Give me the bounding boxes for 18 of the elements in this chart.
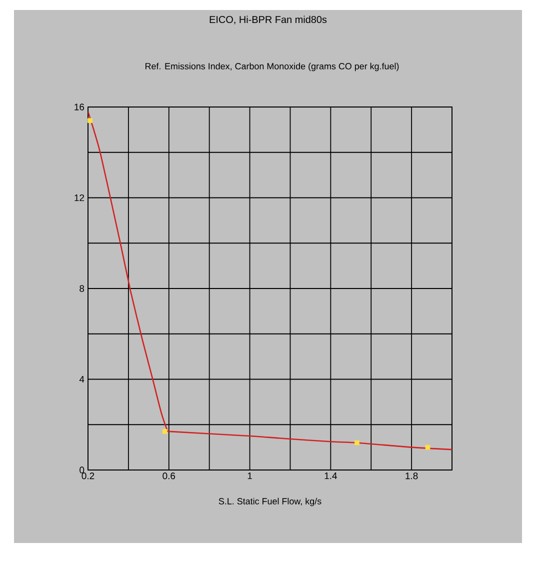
point bbox=[354, 440, 360, 446]
x-tick-label: 1 bbox=[248, 472, 252, 480]
chart-subtitle: Ref. Emissions Index, Carbon Monoxide (grams CO per kg.fuel) bbox=[145, 62, 399, 72]
point bbox=[425, 444, 430, 450]
chart-title: EICO, Hi-BPR Fan mid80s bbox=[210, 16, 327, 24]
x-tick-label: 0.2 bbox=[82, 472, 94, 480]
y-tick-label: 12 bbox=[74, 194, 84, 202]
y-tick-label: 0 bbox=[80, 466, 84, 474]
x-axis-title: S.L. Static Fuel Flow, kg/s bbox=[218, 498, 322, 506]
y-tick-label: 4 bbox=[79, 376, 84, 383]
x-tick-label: 0.6 bbox=[162, 472, 176, 480]
y-tick-label: 16 bbox=[74, 104, 84, 110]
x-tick-label: 1.8 bbox=[406, 472, 418, 480]
point bbox=[162, 429, 168, 434]
point bbox=[88, 118, 92, 123]
y-tick-label: 8 bbox=[80, 285, 84, 292]
x-tick-label: 1.4 bbox=[324, 472, 337, 480]
line-series bbox=[88, 110, 452, 450]
